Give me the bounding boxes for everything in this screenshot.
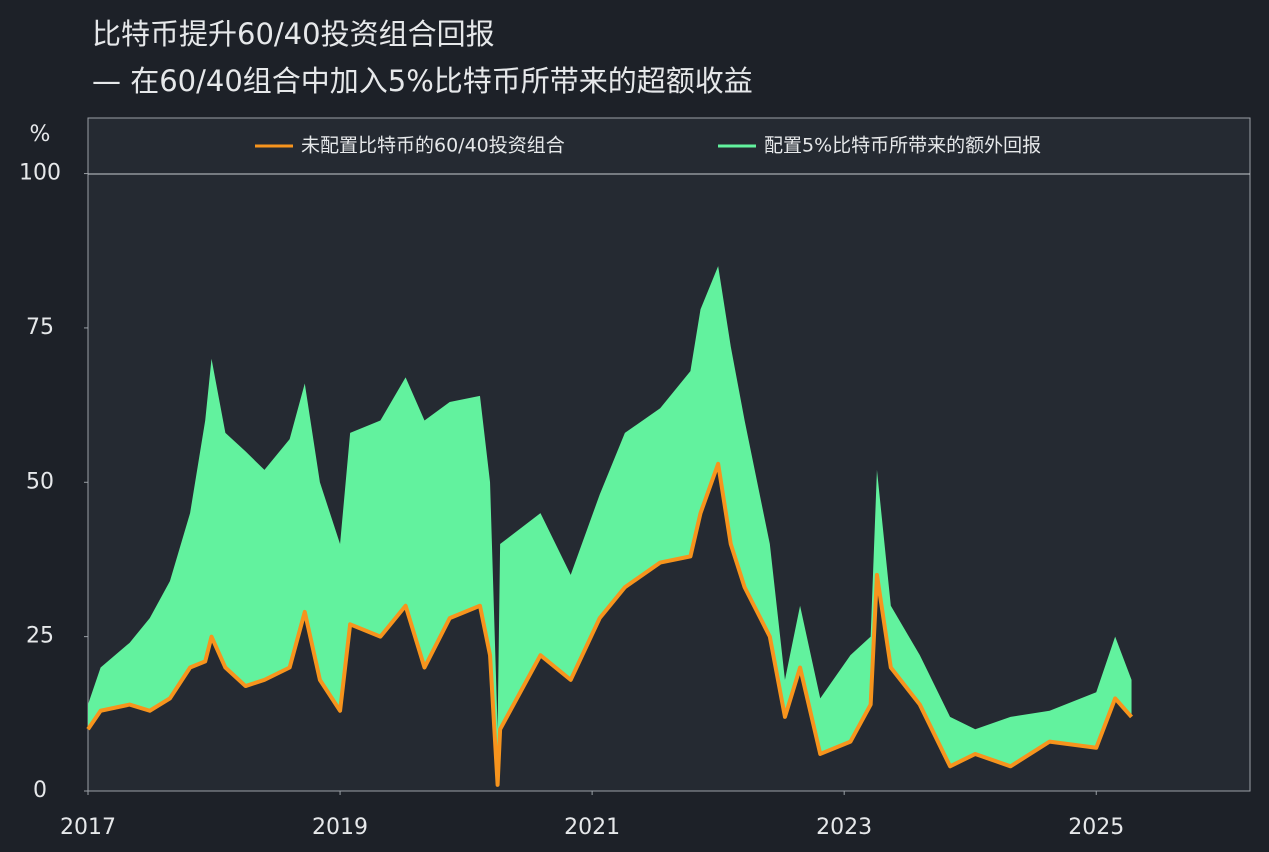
y-tick-label: 0 [33,778,47,803]
area [88,266,1132,785]
y-tick-label: 100 [19,161,61,186]
y-axis-label: % [30,122,51,147]
x-tick-label: 2023 [816,815,872,840]
chart-title: 比特币提升60/40投资组合回报 [92,17,495,51]
chart-subtitle: — 在60/40组合中加入5%比特币所带来的超额收益 [92,64,753,98]
line [86,461,1134,787]
y-tick-label: 75 [26,315,54,340]
x-tick-label: 2021 [564,815,620,840]
x-tick-label: 2017 [60,815,116,840]
x-tick-label: 2019 [312,815,368,840]
legend-label: 未配置比特币的60/40投资组合 [301,135,565,157]
legend-label: 配置5%比特币所带来的额外回报 [764,135,1041,157]
y-tick-label: 50 [26,469,54,494]
y-tick-label: 25 [26,624,54,649]
x-tick-label: 2025 [1068,815,1124,840]
